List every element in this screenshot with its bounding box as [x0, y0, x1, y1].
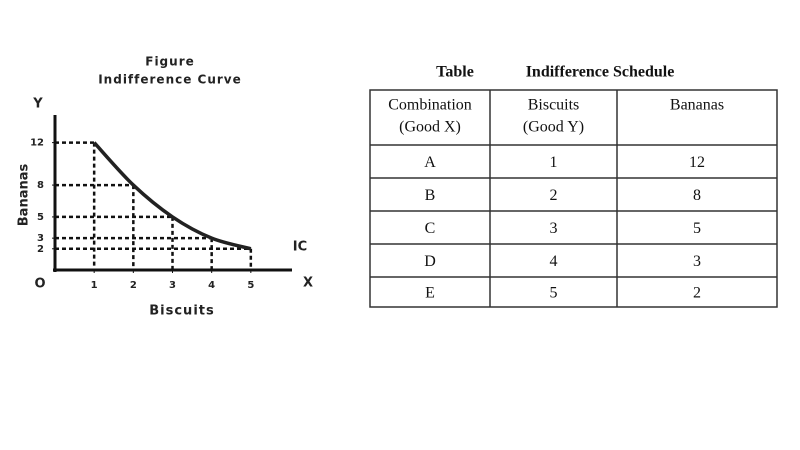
curve-label: IC: [293, 240, 307, 255]
table-cell: E: [425, 285, 435, 302]
table-cell: C: [425, 220, 436, 237]
table-cell: A: [424, 154, 436, 171]
table-cell: 3: [550, 220, 558, 237]
header-cell: (Good Y): [523, 119, 584, 136]
x-axis-letter: X: [303, 276, 313, 291]
table-cell: 5: [693, 220, 701, 237]
table-cell: 12: [689, 154, 705, 171]
header-cell: (Good X): [399, 119, 461, 136]
table-cell: 2: [693, 285, 701, 302]
origin-letter: O: [34, 277, 45, 292]
y-tick-label: 3: [37, 233, 44, 244]
y-axis-letter: Y: [32, 97, 43, 112]
y-tick-label: 5: [37, 212, 44, 223]
table-cell: 4: [550, 253, 558, 270]
table-cell: 2: [550, 187, 558, 204]
x-tick-label: 3: [169, 280, 176, 291]
table-cell: B: [425, 187, 436, 204]
table-cell: 1: [550, 154, 558, 171]
y-tick-label: 2: [37, 244, 44, 255]
x-tick-label: 5: [247, 280, 254, 291]
table-subtitle: Indifference Schedule: [526, 64, 675, 81]
chart-title: Figure: [145, 55, 195, 69]
table-cell: 8: [693, 187, 701, 204]
table-cell: 3: [693, 253, 701, 270]
x-tick-label: 4: [208, 280, 215, 291]
header-cell: Biscuits: [528, 97, 580, 114]
header-cell: Combination: [388, 97, 472, 114]
indifference-curve: [92, 141, 252, 251]
table-cell: D: [424, 253, 436, 270]
chart-subtitle: Indifference Curve: [98, 73, 242, 87]
table-cell: 5: [550, 285, 558, 302]
y-tick-label: 12: [30, 138, 44, 149]
y-tick-label: 8: [37, 180, 44, 191]
y-axis-label: Bananas: [17, 164, 32, 227]
table-border: [369, 89, 778, 308]
x-axis-label: Biscuits: [149, 304, 214, 319]
header-cell: Bananas: [670, 97, 724, 114]
x-tick-label: 2: [130, 280, 137, 291]
x-tick-label: 1: [91, 280, 98, 291]
table-title: Table: [436, 64, 474, 81]
